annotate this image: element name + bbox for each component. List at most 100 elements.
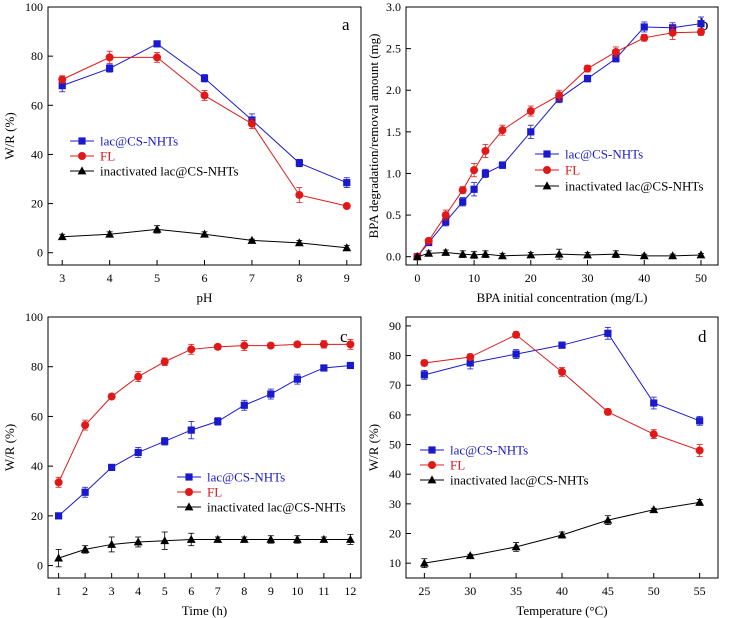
data-point: [106, 64, 114, 73]
legend-marker: [78, 137, 86, 145]
data-point: [108, 463, 116, 471]
series-1: [413, 25, 705, 261]
data-point: [247, 235, 257, 244]
x-tick-label: 40: [556, 584, 568, 598]
series-2: [419, 497, 705, 569]
data-point: [346, 340, 355, 349]
data-point: [441, 211, 450, 220]
series-line: [58, 538, 351, 559]
data-point: [558, 367, 566, 376]
panel-b: 0 10 20 30 40 50 0.0 0.5 1.0 1.5 2.0 2.5 3.0 BPA init…: [366, 0, 719, 305]
x-tick-label: 6: [188, 584, 194, 598]
x-tick-label: 5: [162, 584, 168, 598]
plot-frame: [405, 6, 719, 266]
data-point: [470, 166, 479, 175]
series-1: [420, 330, 704, 457]
data-point: [266, 534, 276, 543]
data-point: [186, 534, 196, 543]
data-point: [247, 119, 256, 128]
data-point: [604, 329, 612, 337]
data-point: [424, 248, 434, 257]
y-tick-label: 0: [37, 559, 43, 573]
data-point: [558, 341, 566, 349]
series-line: [58, 364, 351, 517]
panel-d: 25 30 35 40 45 50 55 10 20 30 40 50 60 70 80 90 Temperat…: [366, 316, 719, 618]
panel-letter: a: [342, 15, 350, 34]
data-point: [649, 505, 659, 514]
series-0: [55, 361, 354, 520]
legend-label: lac@CS-NHTs: [100, 134, 178, 149]
series-line: [424, 334, 700, 451]
x-tick-label: 7: [249, 271, 255, 285]
data-point: [668, 251, 678, 260]
data-point: [420, 358, 429, 367]
legend-marker: [78, 152, 86, 160]
y-tick-label: 80: [31, 360, 43, 374]
x-tick-label: 3: [109, 584, 115, 598]
data-point: [153, 53, 162, 62]
legend-marker: [185, 473, 193, 481]
x-tick-label: 20: [525, 271, 537, 285]
legend-marker: [542, 181, 552, 190]
data-point: [58, 75, 67, 84]
data-point: [80, 544, 90, 553]
x-tick-label: 11: [318, 584, 330, 598]
legend-label: inactivated lac@CS-NHTs: [207, 500, 346, 515]
data-point: [54, 553, 64, 562]
data-point: [557, 530, 567, 539]
data-point: [187, 345, 196, 354]
data-point: [611, 47, 620, 56]
x-tick-label: 55: [694, 584, 706, 598]
data-point: [442, 218, 450, 226]
data-point: [153, 40, 161, 48]
legend-marker: [543, 150, 551, 158]
data-point: [57, 232, 67, 241]
y-tick-label: 90: [389, 319, 401, 333]
data-point: [512, 330, 521, 339]
data-point: [152, 224, 162, 233]
data-point: [293, 375, 301, 383]
data-point: [470, 185, 478, 193]
legend-label: inactivated lac@CS-NHTs: [100, 164, 239, 179]
y-tick-label: 3.0: [386, 0, 401, 14]
data-point: [469, 250, 479, 259]
legend-marker: [543, 166, 551, 174]
x-tick-label: 8: [296, 271, 302, 285]
y-tick-label: 100: [25, 0, 43, 14]
data-point: [319, 534, 329, 543]
y-tick-label: 50: [389, 438, 401, 452]
x-tick-label: 30: [582, 271, 594, 285]
data-point: [213, 534, 223, 543]
data-point: [498, 126, 507, 135]
data-point: [412, 252, 422, 261]
panel-letter: c: [340, 327, 348, 346]
y-tick-label: 20: [31, 197, 43, 211]
data-point: [55, 512, 63, 520]
data-point: [696, 417, 704, 425]
data-point: [319, 340, 328, 349]
y-tick-label: 1.0: [386, 166, 401, 180]
y-axis-label: BPA degradation/removal amount (mg): [366, 34, 381, 239]
data-point: [498, 161, 507, 169]
data-point: [526, 250, 536, 259]
data-point: [294, 238, 304, 247]
data-point: [498, 251, 507, 260]
x-axis-label: Time (h): [182, 603, 227, 618]
data-point: [58, 82, 66, 90]
x-tick-label: 7: [215, 584, 221, 598]
legend-marker: [184, 502, 194, 511]
y-tick-label: 60: [389, 408, 401, 422]
y-tick-label: 20: [31, 509, 43, 523]
x-tick-label: 1: [56, 584, 62, 598]
data-point: [668, 28, 677, 37]
x-tick-label: 9: [268, 584, 274, 598]
series-line: [416, 23, 702, 257]
data-point: [81, 421, 90, 430]
series-0: [420, 326, 704, 426]
y-tick-label: 10: [389, 556, 401, 570]
data-point: [583, 74, 592, 83]
legend-label: FL: [450, 458, 465, 473]
x-axis-label: BPA initial concentration (mg/L): [476, 290, 647, 305]
